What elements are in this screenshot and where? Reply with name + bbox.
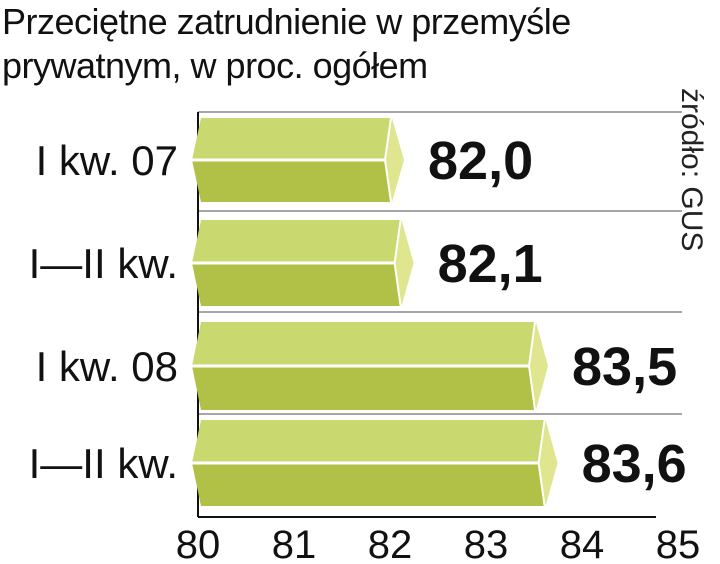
category-label: I kw. 07	[36, 137, 178, 184]
value-label: 83,5	[572, 337, 677, 397]
bar-top	[192, 118, 390, 160]
bar-tip	[395, 220, 414, 306]
bar-bottom	[192, 463, 544, 506]
bar-bottom	[192, 263, 400, 306]
x-tick-label: 81	[272, 523, 317, 564]
value-label: 83,6	[582, 434, 687, 494]
title-line: prywatnym, w proc. ogółem	[2, 45, 428, 86]
x-tick-label: 83	[464, 523, 509, 564]
bar-bottom	[192, 366, 534, 410]
x-tick-label: 80	[176, 523, 221, 564]
category-label: I—II kw.	[29, 240, 178, 287]
bar-tip	[530, 322, 548, 410]
bar-top	[192, 322, 534, 366]
category-label: I—II kw.	[29, 440, 178, 487]
value-label: 82,1	[438, 234, 543, 294]
bar-top	[192, 420, 544, 463]
chart-title: Przeciętne zatrudnienie w przemyśle pryw…	[2, 0, 571, 88]
bar-top	[192, 220, 400, 263]
bar-tip	[386, 118, 404, 202]
x-tick-label: 85	[656, 523, 701, 564]
bar-tip	[539, 420, 558, 506]
value-label: 82,0	[428, 131, 533, 191]
bar-bottom	[192, 160, 390, 202]
x-tick-label: 84	[560, 523, 605, 564]
category-label: I kw. 08	[36, 343, 178, 390]
title-line: Przeciętne zatrudnienie w przemyśle	[2, 1, 571, 42]
x-tick-label: 82	[368, 523, 413, 564]
